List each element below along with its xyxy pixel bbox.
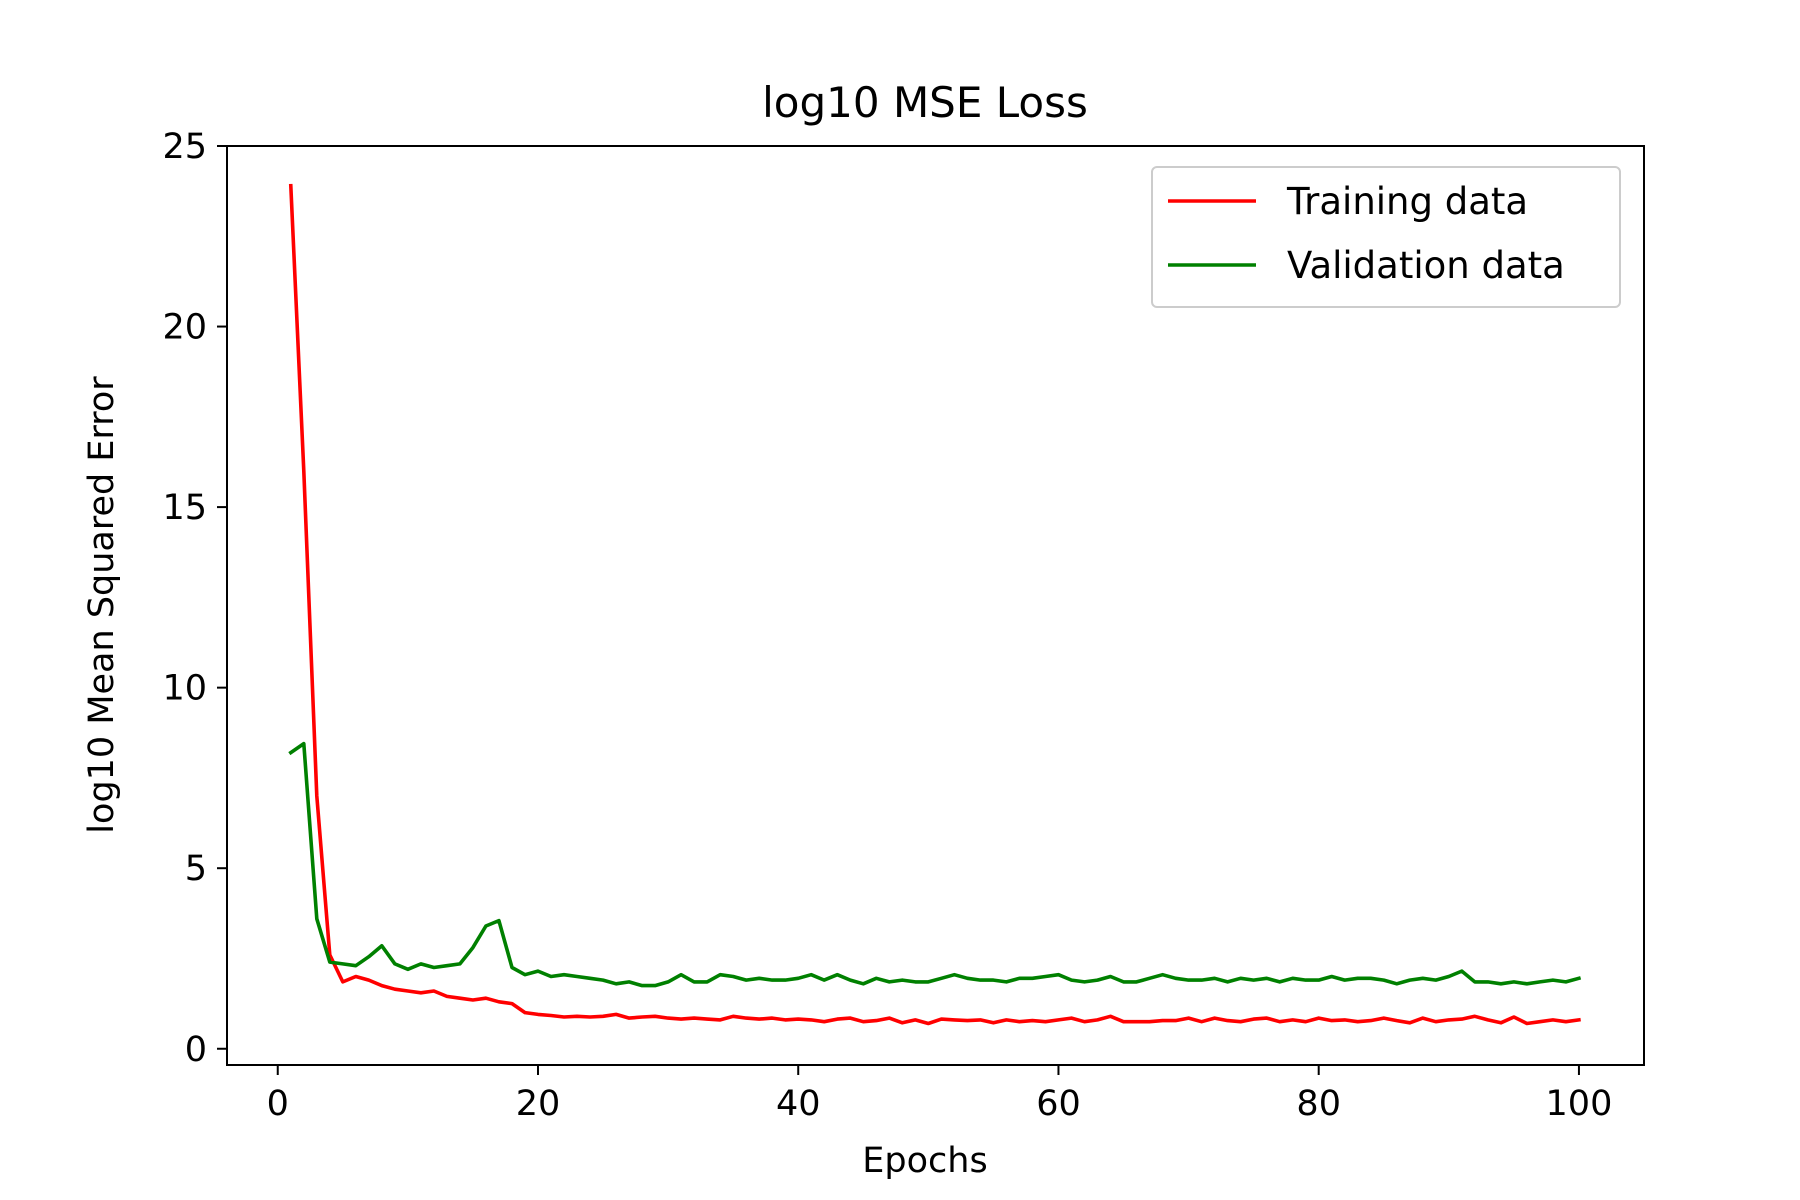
x-tick-label: 0 xyxy=(267,1084,289,1124)
plot-area: 0 20 40 60 80 100 0 5 10 15 20 25 xyxy=(162,127,1645,1124)
y-axis-title: log10 Mean Squared Error xyxy=(82,376,122,834)
y-tick-label: 5 xyxy=(185,849,207,889)
legend: Training data Validation data xyxy=(1151,166,1621,308)
x-axis-title: Epochs xyxy=(862,1141,987,1181)
y-tick-label: 15 xyxy=(162,488,207,528)
chart-title: log10 MSE Loss xyxy=(762,78,1088,127)
legend-box xyxy=(1151,166,1621,308)
legend-label-training: Training data xyxy=(1286,180,1528,223)
legend-label-validation: Validation data xyxy=(1287,244,1565,287)
x-tick-label: 20 xyxy=(516,1084,561,1124)
y-tick-label: 25 xyxy=(162,127,207,167)
series-line-validation xyxy=(288,741,1582,988)
x-tick-label: 40 xyxy=(776,1084,821,1124)
plot-frame xyxy=(226,145,1645,1066)
x-tick-label: 60 xyxy=(1036,1084,1081,1124)
y-tick-label: 10 xyxy=(162,669,207,709)
x-tick-label: 100 xyxy=(1546,1084,1613,1124)
x-tick-label: 80 xyxy=(1296,1084,1341,1124)
y-tick-label: 20 xyxy=(162,308,207,348)
y-tick-label: 0 xyxy=(185,1030,207,1070)
series-line-training xyxy=(288,183,1581,1026)
